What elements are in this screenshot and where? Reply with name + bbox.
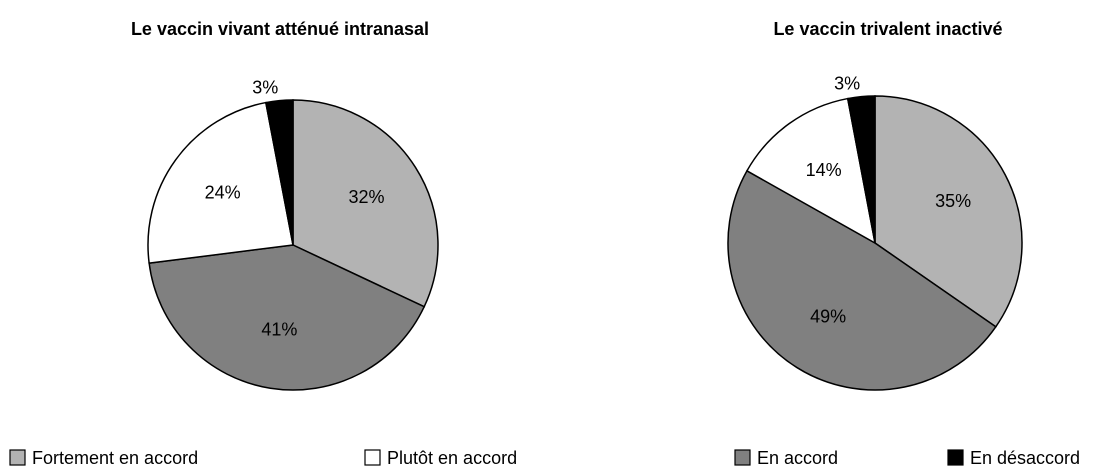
- legend-label: Plutôt en accord: [387, 448, 517, 468]
- data-label: 14%: [806, 160, 842, 180]
- data-label: 41%: [261, 320, 297, 340]
- chart-title: Le vaccin trivalent inactivé: [773, 19, 1002, 39]
- legend-swatch: [9, 449, 26, 466]
- legend-swatch: [734, 449, 751, 466]
- data-label: 3%: [252, 77, 278, 97]
- pie-slice: [264, 99, 294, 246]
- legend-swatch: [947, 449, 964, 466]
- pie-slice: [148, 244, 426, 391]
- legend-label: En accord: [757, 448, 838, 468]
- pie-slice: [745, 97, 877, 245]
- chart-title: Le vaccin vivant atténué intranasal: [131, 19, 429, 39]
- pie-slice: [292, 99, 439, 308]
- legend-label: En désaccord: [970, 448, 1080, 468]
- data-label: 32%: [348, 187, 384, 207]
- legend-label: Fortement en accord: [32, 448, 198, 468]
- data-label: 3%: [834, 73, 860, 93]
- data-label: 49%: [810, 306, 846, 326]
- pie-slice: [727, 169, 997, 391]
- data-label: 24%: [205, 183, 241, 203]
- pie-slice: [874, 95, 1023, 328]
- legend-swatch: [364, 449, 381, 466]
- pie-slice: [147, 101, 294, 265]
- data-label: 35%: [935, 191, 971, 211]
- pie-slice: [846, 95, 876, 244]
